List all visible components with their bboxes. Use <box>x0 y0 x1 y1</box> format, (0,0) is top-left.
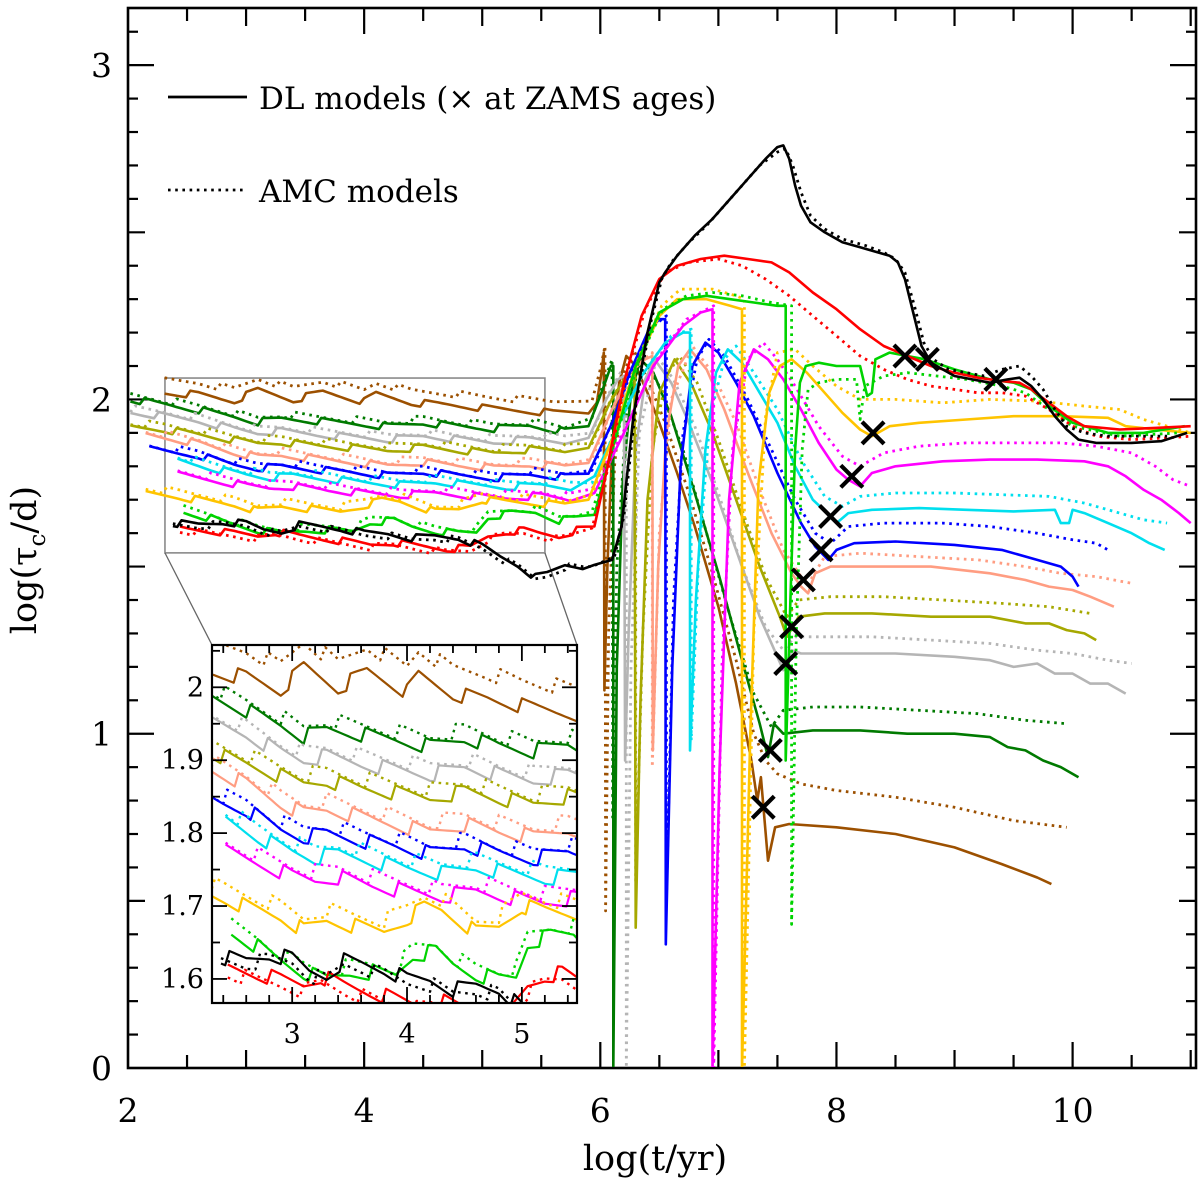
inset-frame <box>210 643 579 1005</box>
y-tick-label: 1 <box>91 715 112 754</box>
dl-curve <box>130 358 1080 1067</box>
amc-curve <box>227 968 576 1002</box>
dl-curve <box>145 297 1191 1067</box>
amc-curve <box>224 646 576 694</box>
axis-ticks <box>128 8 1196 1068</box>
inset-y-tick-label: 1.9 <box>161 745 204 776</box>
dl-curve <box>130 358 1097 929</box>
inset-x-tick-label: 4 <box>398 1019 415 1050</box>
zams-cross-marker <box>808 537 834 563</box>
inset-x-tick-label: 3 <box>284 1019 301 1050</box>
amc-curve <box>179 257 1191 555</box>
dl-curve <box>213 716 576 786</box>
zams-cross-marker <box>757 737 783 763</box>
model-curves <box>129 144 1192 1067</box>
zams-cross-marker <box>790 567 816 593</box>
zams-cross-marker <box>773 651 799 677</box>
y-axis-title: log(τc/d) <box>5 486 51 634</box>
amc-curve <box>213 754 576 833</box>
dl-curve <box>213 895 576 935</box>
zams-markers <box>750 343 1009 820</box>
dl-curve <box>172 144 1188 579</box>
legend: DL models (× at ZAMS ages) AMC models <box>168 81 716 210</box>
amc-curve <box>224 841 576 902</box>
dl-curve <box>177 331 1166 752</box>
dl-curve <box>230 928 576 985</box>
zams-cross-marker <box>779 614 805 640</box>
y-tick-label: 0 <box>91 1049 112 1088</box>
dl-curve <box>145 348 1115 752</box>
inset-x-tick-label: 5 <box>513 1019 530 1050</box>
inset-ticks <box>212 645 577 1003</box>
dl-curve <box>227 963 576 1002</box>
zams-cross-marker <box>839 463 865 489</box>
dl-curve <box>220 948 524 1002</box>
x-tick-label: 10 <box>1052 1091 1094 1130</box>
zams-cross-marker <box>860 420 886 446</box>
amc-curve <box>213 714 576 780</box>
dl-curve <box>177 307 1192 1067</box>
inset-y-tick-label: 1.8 <box>161 818 204 849</box>
dl-curve <box>148 317 1080 946</box>
inset-tick-labels: 3 4 5 2 1.9 1.8 1.7 1.6 <box>161 672 530 1050</box>
x-axis-title: log(t/yr) <box>583 1139 727 1179</box>
dl-curve <box>213 695 576 760</box>
amc-curve <box>220 952 514 1002</box>
inset-y-tick-label: 2 <box>187 672 204 703</box>
x-tick-label: 6 <box>590 1091 611 1130</box>
x-tick-label: 2 <box>118 1091 139 1130</box>
zoom-connector-left <box>164 552 213 646</box>
inset-y-tick-label: 1.7 <box>161 891 204 922</box>
dl-curve <box>213 771 576 843</box>
inset-y-tick-label: 1.6 <box>161 964 204 995</box>
dl-curve <box>183 294 1186 762</box>
zoom-connector-right <box>544 552 578 646</box>
zams-cross-marker <box>892 343 918 369</box>
zams-cross-marker <box>983 366 1009 392</box>
amc-curve <box>213 876 576 930</box>
zams-cross-marker <box>914 346 940 372</box>
x-tick-label: 4 <box>354 1091 375 1130</box>
amc-curve <box>213 739 576 803</box>
amc-curve <box>213 685 576 747</box>
y-tick-label: 2 <box>91 380 112 419</box>
amc-curve <box>145 287 1192 1067</box>
zams-cross-marker <box>750 794 776 820</box>
zams-cross-marker <box>818 503 844 529</box>
legend-label-dl: DL models (× at ZAMS ages) <box>259 81 716 117</box>
dl-curve <box>225 843 576 908</box>
dl-curve <box>213 661 576 723</box>
y-tick-label: 3 <box>91 46 112 85</box>
amc-curve <box>172 147 1168 581</box>
main-plot-frame <box>126 6 1198 1070</box>
x-tick-label: 8 <box>826 1091 847 1130</box>
dl-curve <box>224 815 576 886</box>
dl-curve <box>164 351 1052 886</box>
axis-tick-labels: 2 4 6 8 10 0 1 2 3 <box>91 46 1094 1130</box>
dl-curve <box>213 748 576 809</box>
dl-curve <box>213 796 576 867</box>
inset-curves <box>213 646 576 1002</box>
legend-label-amc: AMC models <box>258 174 459 210</box>
